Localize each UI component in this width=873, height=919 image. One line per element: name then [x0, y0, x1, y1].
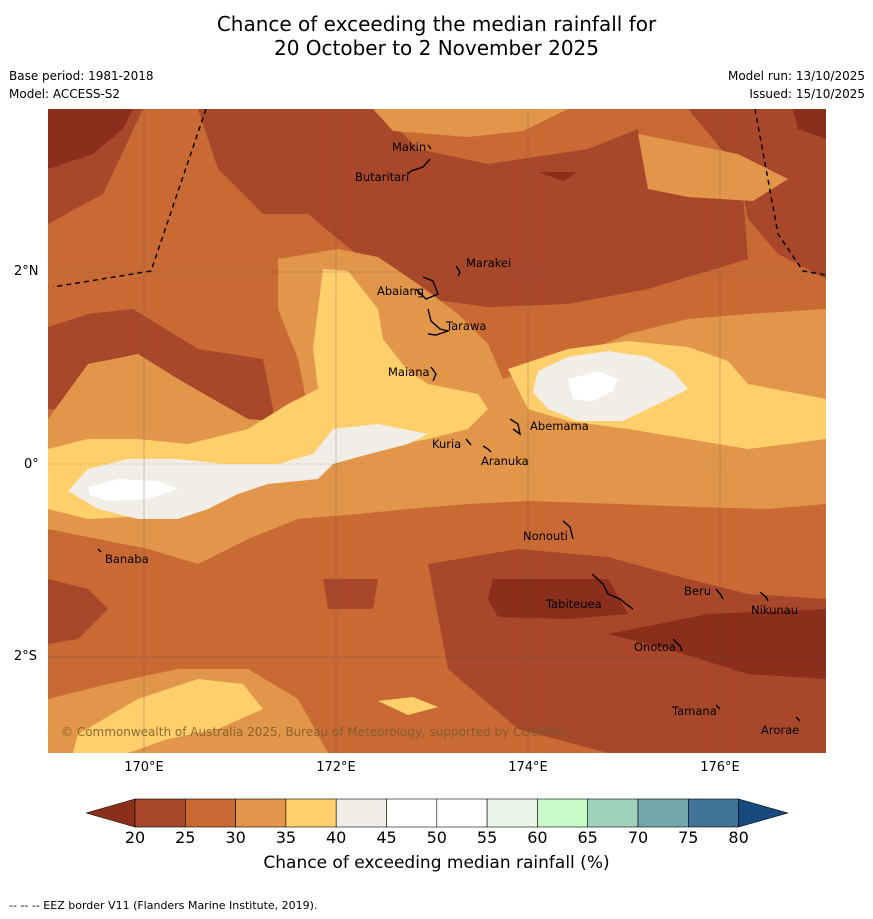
label-butaritari: Butaritari: [355, 170, 409, 184]
y-tick-2n: 2°N: [14, 264, 39, 279]
contour-45-55: [88, 371, 618, 501]
title-line-2: 20 October to 2 November 2025: [273, 36, 600, 60]
colorbar-tick-label: 35: [275, 828, 297, 847]
map-panel: Makin Butaritari Marakei Abaiang Tarawa …: [48, 109, 826, 753]
colorbar-segment-25-30: [185, 798, 236, 828]
label-banaba: Banaba: [105, 552, 149, 566]
colorbar-tick-label: 40: [326, 828, 347, 847]
label-makin: Makin: [392, 140, 426, 154]
colorbar-tick-label: 65: [577, 828, 598, 847]
colorbar-segment-35-40: [285, 798, 337, 828]
colorbar-tick-label: 60: [527, 828, 548, 847]
colorbar-tick-label: 20: [124, 828, 146, 847]
colorbar-segment-60-65: [537, 798, 588, 828]
colorbar-tick-label: 50: [426, 828, 447, 847]
label-beru: Beru: [684, 584, 711, 598]
label-tabiteuea: Tabiteuea: [545, 597, 602, 611]
colorbar-segment-20-25: [134, 798, 186, 828]
graticule: [48, 109, 826, 753]
colorbar-tick-label: 45: [376, 828, 397, 847]
model-name: Model: ACCESS-S2: [9, 87, 121, 101]
colorbar-segment-50-55: [436, 798, 488, 828]
label-aranuka: Aranuka: [481, 454, 529, 468]
label-maiana: Maiana: [388, 365, 430, 379]
label-abaiang: Abaiang: [377, 284, 424, 298]
label-kuria: Kuria: [432, 437, 461, 451]
copyright-credit: © Commonwealth of Australia 2025, Bureau…: [61, 725, 566, 739]
colorbar-segment-70-75: [637, 798, 689, 828]
contour-40-45: [68, 351, 688, 519]
contour-20-25-north: [48, 109, 826, 457]
base-period: Base period: 1981-2018: [9, 69, 154, 83]
colorbar-segment-45-50: [386, 798, 438, 828]
colorbar-tick-label: 30: [225, 828, 246, 847]
label-abemama: Abemama: [530, 419, 589, 433]
label-tarawa: Tarawa: [445, 319, 486, 333]
meta-left: Base period: 1981-2018 Model: ACCESS-S2: [9, 67, 154, 103]
title-line-1: Chance of exceeding the median rainfall …: [216, 12, 657, 36]
model-run: Model run: 13/10/2025: [727, 69, 865, 83]
chart-title: Chance of exceeding the median rainfall …: [0, 12, 873, 60]
label-nonouti: Nonouti: [523, 529, 568, 543]
colorbar-segment-65-70: [587, 798, 639, 828]
x-tick-170e: 170°E: [124, 760, 164, 775]
meta-right: Model run: 13/10/2025 Issued: 15/10/2025: [728, 67, 865, 103]
label-arorae: Arorae: [761, 723, 799, 737]
island-outlines: [97, 144, 801, 722]
contour-20-25-south: [48, 549, 826, 753]
x-tick-172e: 172°E: [316, 760, 356, 775]
y-tick-2s: 2°S: [14, 649, 38, 664]
x-tick-176e: 176°E: [700, 760, 740, 775]
footer-note: -- -- -- EEZ border V11 (Flanders Marine…: [9, 899, 318, 912]
colorbar-tick-label: 70: [627, 828, 649, 847]
colorbar-tick-label: 55: [476, 828, 498, 847]
contour-below-20: [48, 109, 826, 679]
x-tick-174e: 174°E: [508, 760, 548, 775]
colorbar-segment-75-80: [687, 798, 739, 828]
colorbar-tick-label: 25: [175, 828, 196, 847]
label-nikunau: Nikunau: [751, 603, 798, 617]
y-tick-0: 0°: [24, 457, 39, 472]
issued-date: Issued: 15/10/2025: [749, 87, 865, 101]
colorbar: [86, 798, 788, 828]
colorbar-segment-40-45: [335, 798, 387, 828]
colorbar-extend-low: [86, 798, 136, 828]
colorbar-extend-high: [738, 798, 788, 828]
colorbar-tick-label: 80: [728, 828, 749, 847]
eez-border: [52, 109, 826, 288]
colorbar-segment-55-60: [486, 798, 538, 828]
colorbar-segment-30-35: [235, 798, 287, 828]
label-marakei: Marakei: [466, 256, 511, 270]
label-onotoa: Onotoa: [634, 640, 676, 654]
label-tamana: Tamana: [671, 704, 717, 718]
colorbar-title: Chance of exceeding median rainfall (%): [263, 853, 610, 873]
colorbar-tick-label: 75: [678, 828, 699, 847]
